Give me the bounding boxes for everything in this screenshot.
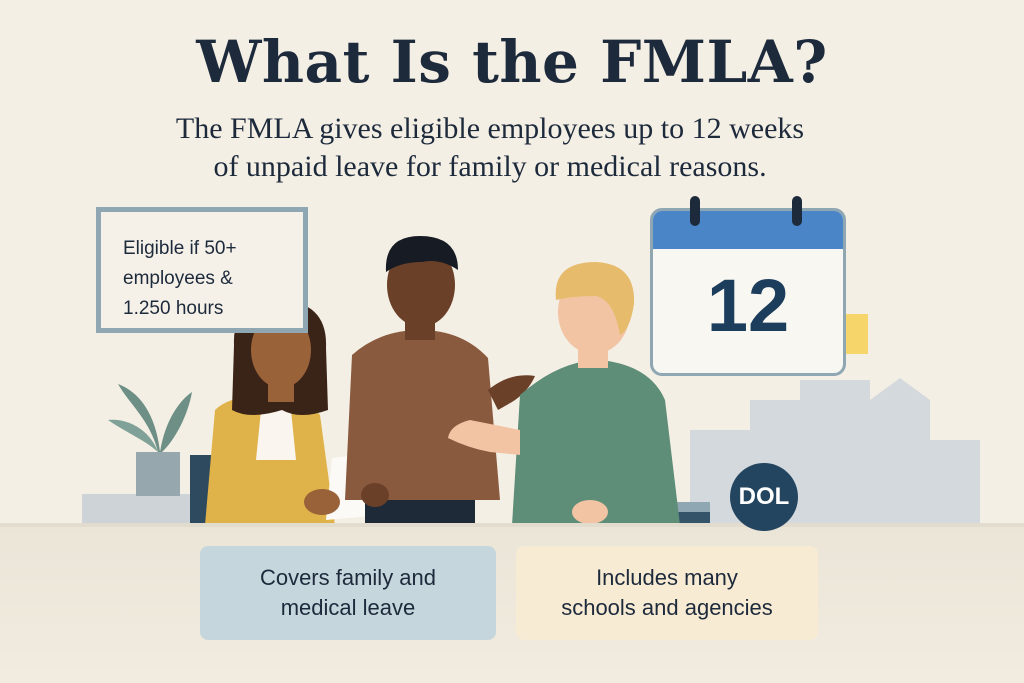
- subtitle-line-1: The FMLA gives eligible employees up to …: [175, 112, 805, 145]
- calendar-ring-right: [792, 196, 802, 226]
- card-right-line-2: schools and agencies: [561, 595, 773, 620]
- card-left-line-1: Covers family and: [259, 565, 437, 590]
- calendar-number: 12: [706, 264, 790, 347]
- eligibility-text: Eligible if 50+ employees & 1.250 hours: [123, 234, 283, 324]
- counter-edge: [0, 523, 1024, 527]
- card-left-line-2: medical leave: [280, 595, 416, 620]
- info-card-family-medical: Covers family and medical leave: [200, 546, 496, 640]
- calendar-icon: 12: [650, 208, 846, 376]
- eligibility-line-2: employees &: [123, 268, 233, 289]
- man-brown-shirt-illustration: [345, 236, 535, 526]
- eligibility-line-3: 1.250 hours: [123, 298, 224, 319]
- floor: [0, 525, 1024, 683]
- page-title: What Is the FMLA?: [196, 28, 828, 96]
- dol-badge: DOL: [730, 463, 798, 531]
- calendar-ring-left: [690, 196, 700, 226]
- plant-illustration: [82, 384, 192, 526]
- calendar-header-bar: [653, 211, 843, 249]
- eligibility-line-1: Eligible if 50+: [123, 238, 237, 259]
- card-right-line-1: Includes many: [596, 565, 738, 590]
- man-green-sweater-illustration: [448, 262, 680, 525]
- eligibility-board: Eligible if 50+ employees & 1.250 hours: [96, 207, 308, 333]
- info-card-schools-agencies: Includes many schools and agencies: [516, 546, 818, 640]
- page-subtitle: The FMLA gives eligible employees up to …: [140, 110, 840, 186]
- city-skyline-illustration: [690, 378, 980, 525]
- subtitle-line-2: of unpaid leave for family or medical re…: [213, 150, 767, 183]
